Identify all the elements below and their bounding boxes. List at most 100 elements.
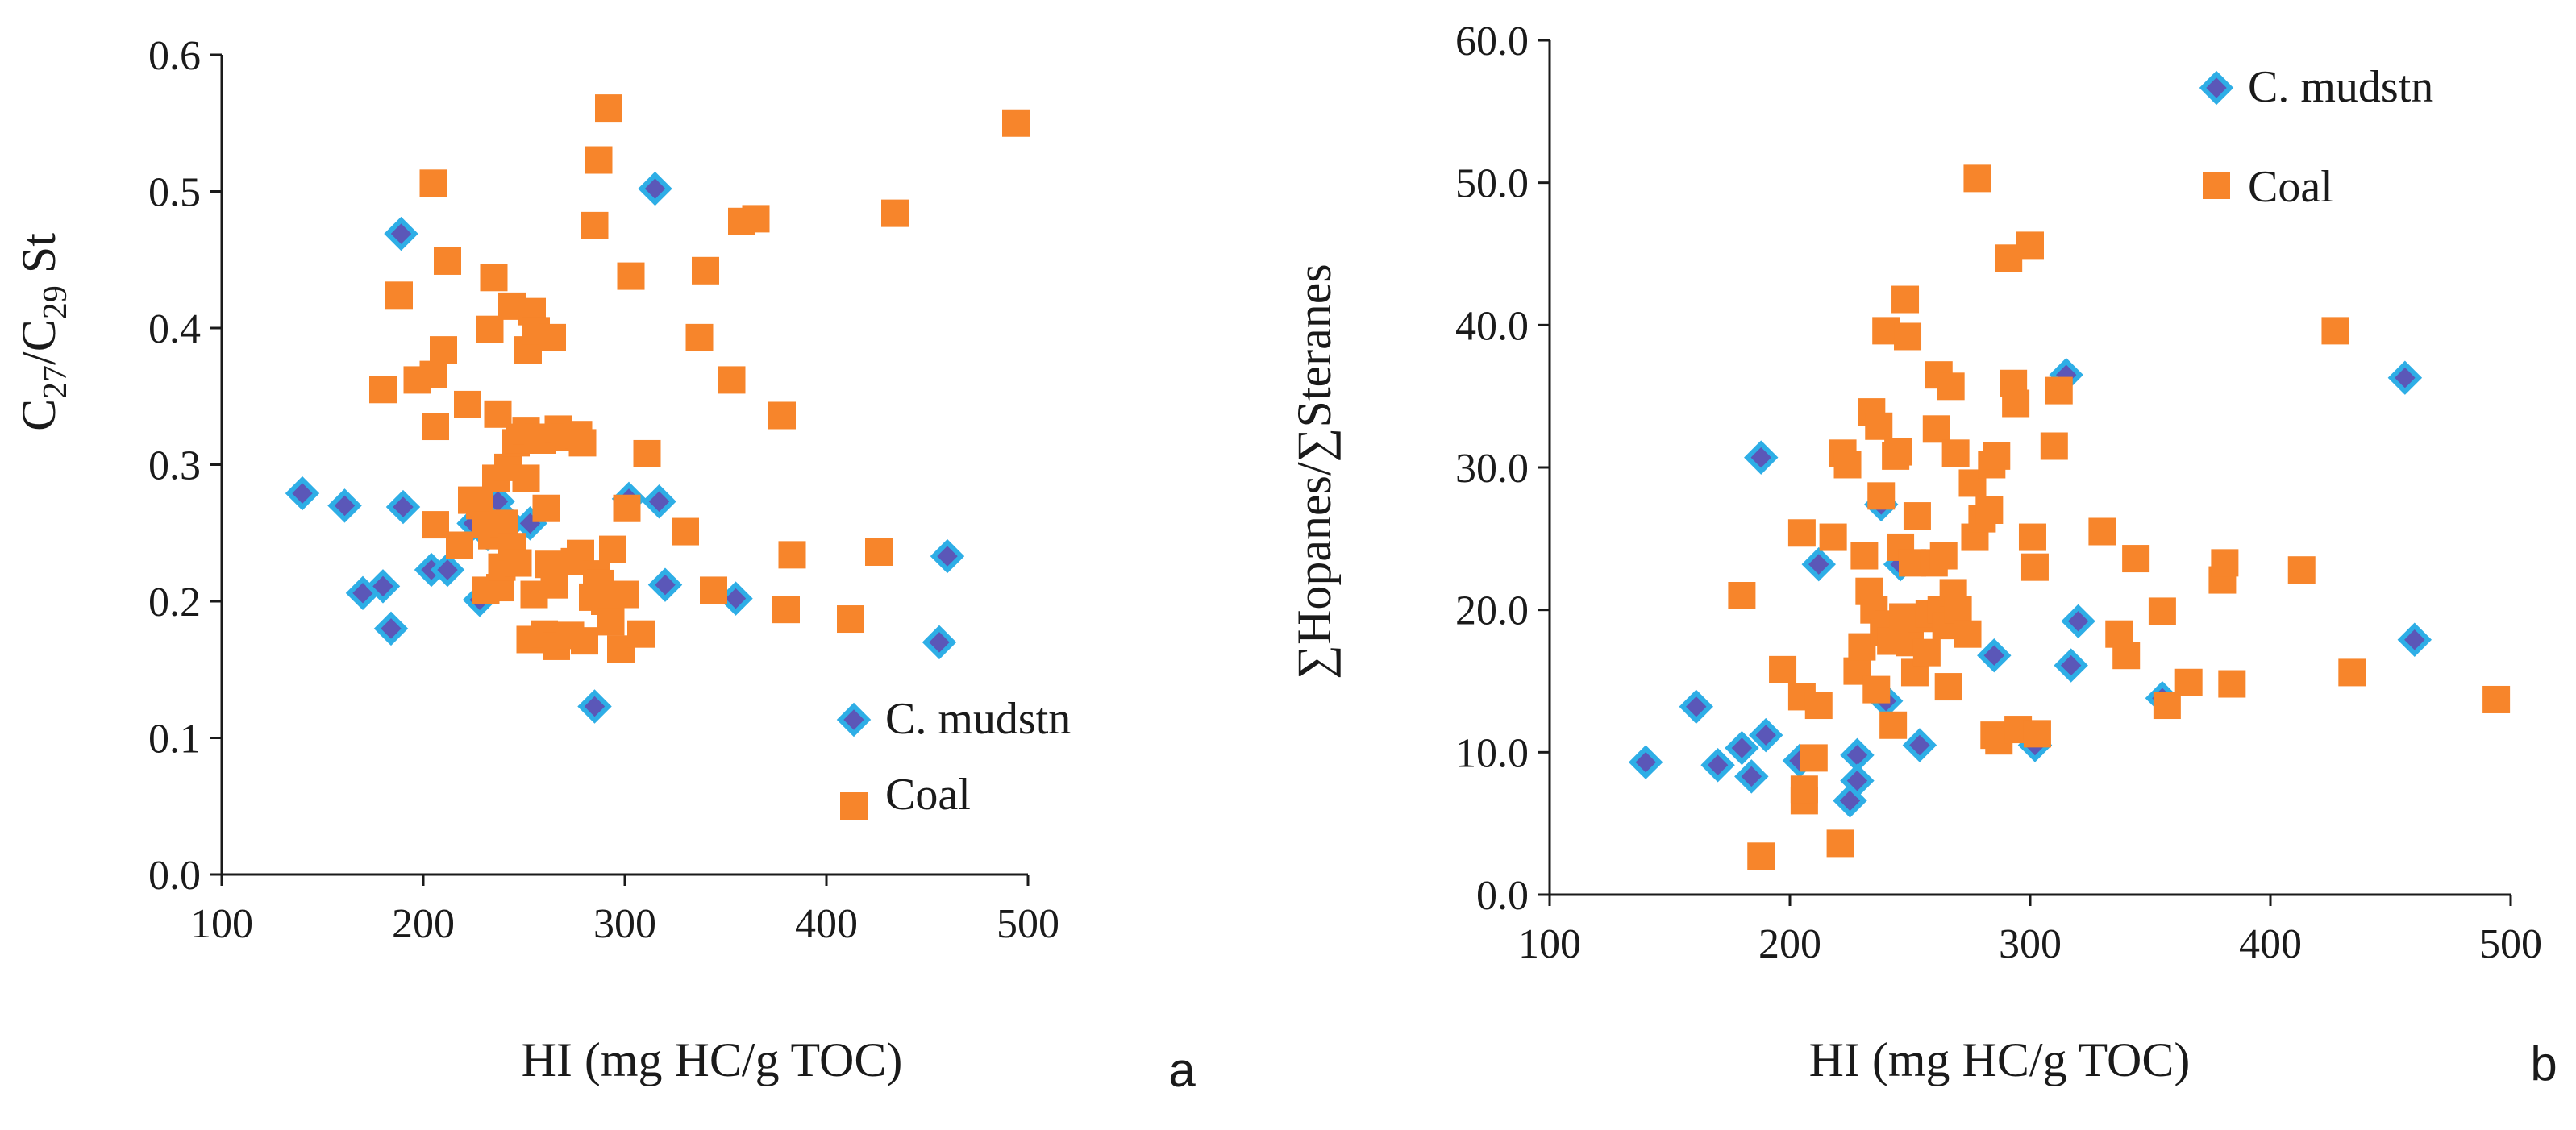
coal-point — [2018, 523, 2046, 551]
y-tick-label: 0.2 — [148, 580, 201, 625]
legend-diamond-marker — [2199, 70, 2234, 106]
coal-point — [369, 376, 397, 404]
y-tick-label: 0.6 — [148, 33, 201, 79]
chart-a-panel-label: a — [1168, 1043, 1196, 1097]
mudstone-point — [384, 216, 418, 251]
coal-point — [585, 146, 613, 174]
legend-diamond-marker — [836, 702, 872, 737]
coal-point — [778, 541, 806, 569]
coal-point — [568, 429, 597, 457]
mudstone-point — [2061, 604, 2095, 639]
coal-point — [385, 281, 413, 310]
coal-point — [599, 535, 626, 563]
chart-a-legend-mudstone: C. mudstn — [885, 694, 1071, 744]
mudstone-point — [1679, 689, 1713, 725]
mudstone-point — [2397, 622, 2432, 657]
coal-point — [490, 509, 518, 538]
coal-point — [419, 169, 447, 197]
coal-point — [2002, 389, 2030, 418]
y-tick-label: 40.0 — [1455, 303, 1529, 349]
coal-point — [1819, 523, 1847, 551]
coal-point — [446, 531, 473, 559]
coal-point — [613, 494, 641, 522]
coal-point — [422, 511, 449, 539]
coal-point — [1884, 438, 1912, 466]
coal-point — [2211, 549, 2239, 577]
coal-point — [1804, 692, 1833, 720]
mudstone-point — [1840, 763, 1875, 798]
coal-point — [1903, 502, 1931, 530]
mudstone-point — [647, 567, 683, 602]
mudstone-point — [327, 488, 362, 523]
chart-a-axes — [220, 55, 1028, 876]
coal-point — [1790, 775, 1818, 804]
x-tick-label: 100 — [190, 901, 253, 947]
coal-point — [571, 627, 598, 655]
coal-point — [1728, 582, 1756, 609]
mudstone-point — [1734, 759, 1769, 794]
x-tick-label: 500 — [997, 901, 1059, 947]
coal-point — [476, 315, 504, 343]
coal-point — [595, 94, 622, 123]
coal-point — [2482, 685, 2511, 713]
mudstone-point — [718, 581, 753, 616]
coal-point — [454, 390, 481, 418]
chart-b-ticks: 0.0 10.0 20.0 30.0 40.0 50.0 60.0 100 200 300 400 5… — [1455, 19, 2542, 967]
coal-point — [504, 549, 532, 577]
coal-point — [581, 211, 609, 239]
coal-point — [512, 464, 540, 492]
chart-a: 0.0 0.1 0.2 0.3 0.4 0.5 0.6 100 200 300 400 500 C27… — [12, 33, 1196, 1097]
coal-point — [1929, 542, 1958, 570]
coal-point — [422, 413, 449, 441]
coal-point — [1867, 482, 1896, 510]
coal-point — [1862, 675, 1891, 704]
coal-point — [633, 439, 661, 467]
coal-point — [1769, 655, 1797, 683]
chart-a-y-axis-label: C27/C29 St — [12, 233, 74, 431]
coal-point — [1983, 442, 2011, 470]
coal-point — [1826, 829, 1854, 858]
mudstone-point — [385, 489, 421, 525]
coal-point — [1865, 412, 1893, 440]
coal-point — [2338, 658, 2366, 687]
coal-point — [2122, 545, 2150, 573]
coal-point — [627, 620, 655, 648]
coal-point — [430, 336, 457, 364]
chart-a-legend: C. mudstn Coal — [836, 694, 1071, 820]
chart-b-legend: C. mudstn Coal — [2199, 62, 2433, 212]
coal-point — [2016, 231, 2044, 260]
legend-square-marker — [840, 792, 868, 820]
mudstone-point — [642, 484, 676, 519]
coal-point — [2321, 317, 2349, 345]
coal-point — [1891, 285, 1920, 314]
y-tick-label: 0.0 — [148, 853, 201, 899]
mudstone-point — [1725, 730, 1759, 766]
coal-point — [480, 264, 508, 292]
y-tick-label: 60.0 — [1455, 19, 1529, 64]
coal-point — [718, 366, 746, 394]
coal-point — [1833, 451, 1862, 479]
x-tick-label: 300 — [593, 901, 656, 947]
y-tick-label: 0.5 — [148, 170, 201, 216]
chart-b-y-axis-label: ∑Hopanes/∑Steranes — [1288, 264, 1341, 679]
coal-point — [1934, 673, 1962, 701]
mudstone-point — [2387, 360, 2423, 395]
coal-point — [434, 247, 461, 275]
coal-point — [685, 323, 714, 351]
coal-point — [881, 199, 909, 227]
coal-point — [742, 205, 770, 233]
mudstone-point — [922, 625, 957, 660]
coal-point — [1941, 439, 1970, 467]
coal-point — [2040, 432, 2068, 460]
coal-point — [1922, 415, 1950, 443]
coal-point — [2148, 597, 2176, 625]
chart-a-marks — [285, 94, 1030, 724]
mudstone-point — [577, 689, 612, 724]
coal-point — [1954, 620, 1982, 648]
coal-point — [611, 580, 639, 609]
chart-a-ticks: 0.0 0.1 0.2 0.3 0.4 0.5 0.6 100 200 300 400 500 — [148, 33, 1059, 947]
y-tick-label: 0.3 — [148, 443, 201, 489]
y-tick-label: 30.0 — [1455, 446, 1529, 492]
y-tick-label: 20.0 — [1455, 588, 1529, 634]
coal-point — [1912, 638, 1941, 667]
